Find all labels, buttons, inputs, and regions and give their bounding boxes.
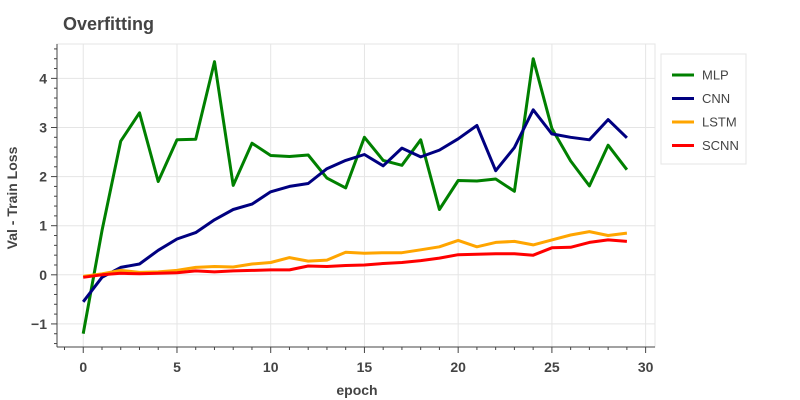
chart-title: Overfitting (63, 14, 154, 34)
legend-label-scnn: SCNN (702, 138, 739, 153)
y-tick-label: 3 (39, 119, 47, 135)
x-tick-label: 15 (357, 359, 373, 375)
y-tick-label: 4 (39, 70, 47, 86)
x-tick-label: 10 (263, 359, 279, 375)
plot-frame (56, 43, 656, 348)
series-line-scnn (83, 238, 628, 279)
x-tick-label: 5 (173, 359, 181, 375)
series-line-cnn (82, 108, 628, 303)
legend-label-mlp: MLP (702, 68, 729, 83)
series-line-mlp (81, 57, 629, 334)
x-tick-label: 30 (638, 359, 654, 375)
y-axis-label: Val - Train Loss (4, 146, 20, 249)
x-tick-label: 20 (450, 359, 466, 375)
y-tick-label: 1 (39, 218, 47, 234)
x-tick-label: 25 (544, 359, 560, 375)
grid (57, 44, 655, 347)
x-axis-label: epoch (336, 382, 377, 398)
legend: MLP CNN LSTM SCNN (660, 53, 747, 165)
y-tick-label: 2 (39, 169, 47, 185)
legend-label-lstm: LSTM (702, 115, 737, 130)
y-ticks: −1 0 1 2 3 4 (31, 48, 57, 345)
series-group (81, 57, 629, 334)
x-tick-label: 0 (79, 359, 87, 375)
x-ticks: 0 5 10 15 20 25 30 (63, 347, 654, 375)
legend-label-cnn: CNN (702, 91, 730, 106)
series-line-lstm (83, 230, 628, 278)
y-tick-label: 0 (39, 267, 47, 283)
y-tick-label: −1 (31, 316, 47, 332)
